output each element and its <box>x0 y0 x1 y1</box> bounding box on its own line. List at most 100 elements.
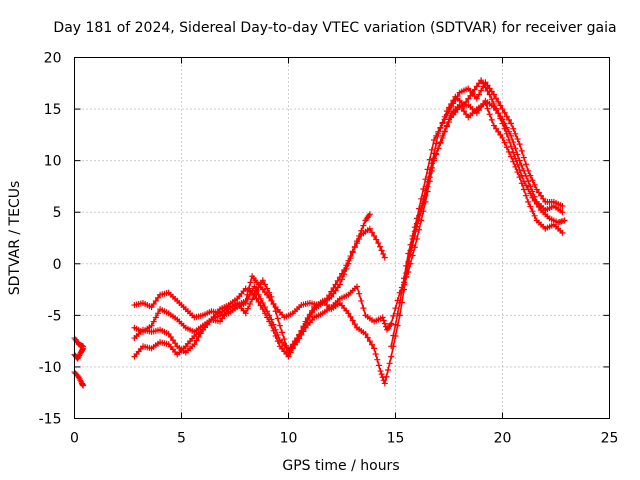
data-point <box>497 102 504 109</box>
data-point <box>441 113 448 120</box>
data-point <box>371 345 378 352</box>
data-point <box>535 189 542 196</box>
data-point <box>523 182 530 189</box>
data-point <box>253 288 260 295</box>
data-point <box>328 293 335 300</box>
data-point <box>473 95 480 102</box>
series-sat-d <box>131 225 388 321</box>
data-point <box>380 317 387 324</box>
x-axis-label: GPS time / hours <box>282 458 399 474</box>
data-point <box>484 88 491 95</box>
data-point <box>501 125 508 132</box>
data-point <box>368 341 375 348</box>
data-point <box>366 211 373 218</box>
data-point <box>538 192 545 199</box>
y-tick-label: 5 <box>53 205 62 221</box>
data-point <box>261 281 268 288</box>
data-point <box>514 161 521 168</box>
y-tick-label: -15 <box>39 412 62 428</box>
data-point <box>345 310 352 317</box>
data-point <box>356 232 363 239</box>
data-point <box>527 190 534 197</box>
data-point <box>345 260 352 267</box>
series-sat-b <box>71 345 87 362</box>
data-point <box>510 149 517 156</box>
data-point <box>343 265 350 272</box>
data-point <box>418 205 425 212</box>
y-tick-label: 20 <box>44 51 62 67</box>
data-point <box>478 77 485 84</box>
data-point <box>460 108 467 115</box>
data-series <box>71 77 568 389</box>
data-point <box>411 228 418 235</box>
data-point <box>486 91 493 98</box>
data-point <box>495 128 502 135</box>
data-point <box>398 287 405 294</box>
data-point <box>251 283 258 290</box>
data-point <box>309 307 316 314</box>
data-point <box>512 155 519 162</box>
data-point <box>516 166 523 173</box>
data-point <box>374 356 381 363</box>
data-point <box>512 145 519 152</box>
data-point <box>261 310 268 317</box>
data-point <box>516 141 523 148</box>
data-point <box>495 110 502 117</box>
data-point <box>495 98 502 105</box>
data-point <box>514 151 521 158</box>
data-point <box>426 156 433 163</box>
data-point <box>376 243 383 250</box>
data-point <box>525 186 532 193</box>
data-point <box>302 318 309 325</box>
data-point <box>527 203 534 210</box>
data-point <box>380 250 387 257</box>
data-point <box>253 295 260 302</box>
data-point <box>358 297 365 304</box>
data-point <box>503 144 510 151</box>
data-point <box>396 299 403 306</box>
data-point <box>351 321 358 328</box>
data-point <box>298 327 305 334</box>
data-point <box>518 162 525 169</box>
data-point <box>347 255 354 262</box>
axis-ticks: 0 5 10 15 20 25 -15 -10 -5 0 5 10 15 20 <box>39 51 619 447</box>
data-point <box>443 108 450 115</box>
data-point <box>283 342 290 349</box>
data-point <box>304 314 311 321</box>
data-point <box>255 284 262 291</box>
data-point <box>463 98 470 105</box>
data-point <box>80 345 87 352</box>
data-point <box>247 279 254 286</box>
data-point <box>385 367 392 374</box>
data-point <box>529 208 536 215</box>
data-point <box>497 115 504 122</box>
data-point <box>372 351 379 358</box>
data-point <box>259 277 266 284</box>
data-point <box>484 105 491 112</box>
data-point <box>381 254 388 261</box>
data-point <box>296 332 303 339</box>
data-point <box>390 332 397 339</box>
data-point <box>366 338 373 345</box>
x-tick-label: 10 <box>280 431 298 447</box>
data-point <box>531 181 538 188</box>
data-point <box>270 327 277 334</box>
data-point <box>505 137 512 144</box>
data-point <box>276 322 283 329</box>
data-point <box>428 146 435 153</box>
data-point <box>416 226 423 233</box>
data-point <box>512 130 519 137</box>
data-point <box>446 104 452 111</box>
data-point <box>281 336 288 343</box>
data-point <box>167 334 174 341</box>
data-point <box>503 113 510 120</box>
series-sat-c <box>71 369 87 389</box>
data-point <box>443 122 450 129</box>
data-point <box>150 301 157 308</box>
data-point <box>527 172 534 179</box>
data-point <box>437 125 444 132</box>
data-point <box>353 283 360 290</box>
data-point <box>424 166 431 173</box>
data-point <box>388 353 395 360</box>
data-point <box>518 147 525 154</box>
